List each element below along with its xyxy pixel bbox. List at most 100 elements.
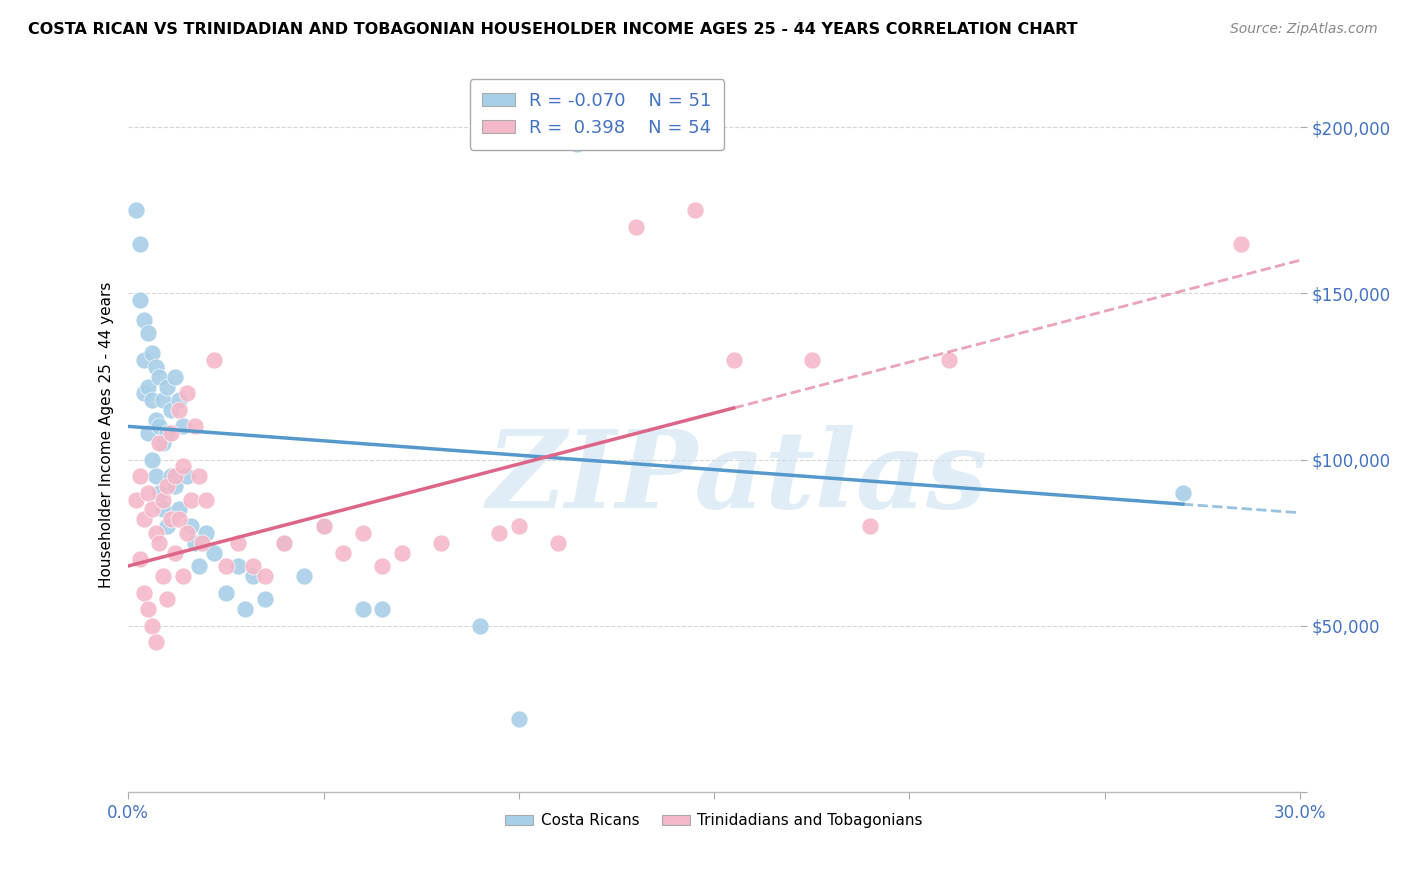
Point xyxy=(160,425,183,440)
Point xyxy=(226,558,249,573)
Point xyxy=(202,353,225,368)
Point xyxy=(160,512,183,526)
Point xyxy=(136,486,159,500)
Point xyxy=(195,492,218,507)
Point xyxy=(129,552,152,566)
Point xyxy=(129,236,152,251)
Point xyxy=(195,525,218,540)
Point xyxy=(141,502,163,516)
Point xyxy=(508,712,530,726)
Point xyxy=(165,369,187,384)
Point xyxy=(176,525,198,540)
Point xyxy=(145,469,167,483)
Point xyxy=(391,546,413,560)
Y-axis label: Householder Income Ages 25 - 44 years: Householder Income Ages 25 - 44 years xyxy=(100,282,114,588)
Point xyxy=(215,585,238,599)
Point xyxy=(165,546,187,560)
Point xyxy=(187,469,209,483)
Point xyxy=(312,519,335,533)
Point xyxy=(148,535,170,549)
Point xyxy=(508,519,530,533)
Point xyxy=(156,479,179,493)
Point xyxy=(332,546,354,560)
Legend: Costa Ricans, Trinidadians and Tobagonians: Costa Ricans, Trinidadians and Tobagonia… xyxy=(499,807,929,834)
Point xyxy=(148,419,170,434)
Point xyxy=(202,546,225,560)
Point xyxy=(180,492,202,507)
Point xyxy=(152,392,174,407)
Point xyxy=(141,619,163,633)
Point xyxy=(624,219,647,234)
Point xyxy=(167,502,190,516)
Point xyxy=(136,425,159,440)
Point xyxy=(132,512,155,526)
Point xyxy=(125,492,148,507)
Point xyxy=(938,353,960,368)
Point xyxy=(152,569,174,583)
Point xyxy=(129,293,152,307)
Point xyxy=(160,402,183,417)
Point xyxy=(176,469,198,483)
Point xyxy=(172,459,194,474)
Point xyxy=(132,313,155,327)
Point xyxy=(125,203,148,218)
Point xyxy=(156,425,179,440)
Point xyxy=(141,392,163,407)
Point xyxy=(1230,236,1253,251)
Point xyxy=(176,386,198,401)
Point xyxy=(136,326,159,341)
Point xyxy=(145,359,167,374)
Point xyxy=(547,535,569,549)
Point xyxy=(141,452,163,467)
Point xyxy=(136,379,159,393)
Point xyxy=(167,392,190,407)
Point xyxy=(187,558,209,573)
Point xyxy=(148,436,170,450)
Text: ZIPatlas: ZIPatlas xyxy=(486,425,988,531)
Point xyxy=(152,492,174,507)
Point xyxy=(226,535,249,549)
Point xyxy=(172,569,194,583)
Point xyxy=(215,558,238,573)
Point xyxy=(253,592,276,607)
Point xyxy=(371,602,394,616)
Point xyxy=(132,353,155,368)
Point xyxy=(292,569,315,583)
Point xyxy=(180,519,202,533)
Point xyxy=(859,519,882,533)
Point xyxy=(183,535,205,549)
Point xyxy=(141,346,163,360)
Point xyxy=(253,569,276,583)
Text: Source: ZipAtlas.com: Source: ZipAtlas.com xyxy=(1230,22,1378,37)
Point xyxy=(152,436,174,450)
Point xyxy=(156,592,179,607)
Point xyxy=(145,635,167,649)
Point xyxy=(148,369,170,384)
Text: COSTA RICAN VS TRINIDADIAN AND TOBAGONIAN HOUSEHOLDER INCOME AGES 25 - 44 YEARS : COSTA RICAN VS TRINIDADIAN AND TOBAGONIA… xyxy=(28,22,1078,37)
Point xyxy=(1171,486,1194,500)
Point xyxy=(683,203,706,218)
Point xyxy=(129,469,152,483)
Point xyxy=(165,469,187,483)
Point xyxy=(167,402,190,417)
Point xyxy=(567,136,589,151)
Point xyxy=(488,525,510,540)
Point xyxy=(160,469,183,483)
Point xyxy=(156,519,179,533)
Point xyxy=(352,602,374,616)
Point xyxy=(273,535,295,549)
Point xyxy=(156,379,179,393)
Point xyxy=(172,419,194,434)
Point xyxy=(191,535,214,549)
Point xyxy=(167,512,190,526)
Point xyxy=(429,535,451,549)
Point xyxy=(235,602,257,616)
Point xyxy=(148,486,170,500)
Point xyxy=(152,502,174,516)
Point xyxy=(723,353,745,368)
Point xyxy=(371,558,394,573)
Point xyxy=(132,386,155,401)
Point xyxy=(136,602,159,616)
Point xyxy=(242,558,264,573)
Point xyxy=(242,569,264,583)
